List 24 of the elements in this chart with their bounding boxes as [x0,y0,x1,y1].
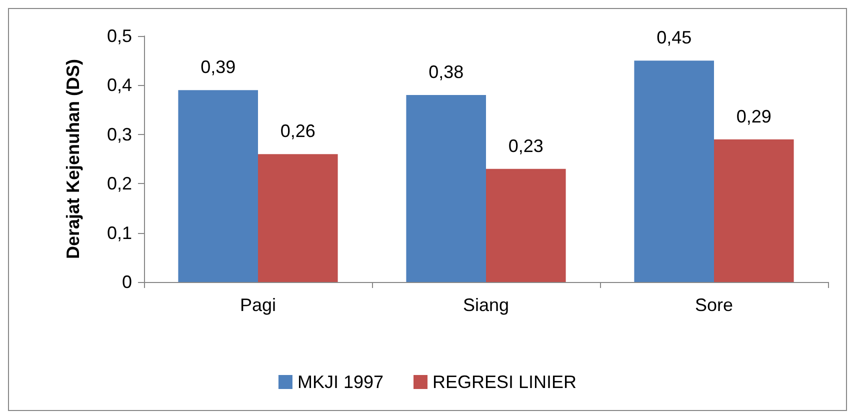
data-label: 0,26 [280,121,316,142]
bar [258,154,338,282]
y-tick-label: 0,4 [106,75,132,96]
bar [486,168,566,282]
y-axis-title: Derajat Kejenuhan (DS) [63,58,83,260]
data-label: 0,38 [428,62,464,82]
y-tick-label: 0,3 [106,124,132,144]
data-label: 0,39 [200,57,236,78]
data-label: 0,45 [656,28,692,48]
bar [406,95,486,282]
data-label: 0,23 [508,136,544,156]
x-tick-label: Siang [462,295,510,315]
legend-label: REGRESI LINIER [432,372,577,392]
y-tick-label: 0,5 [106,26,132,46]
legend-label: MKJI 1997 [297,372,384,392]
x-tick-label: Sore [694,295,734,315]
data-label: 0,29 [736,106,772,126]
x-tick-label: Pagi [240,295,276,315]
y-tick-label: 0,2 [106,174,132,194]
bar [714,139,794,282]
bar [178,90,258,282]
y-tick-label: 0 [122,272,132,292]
bar [634,60,714,282]
y-tick-label: 0,1 [106,222,132,243]
